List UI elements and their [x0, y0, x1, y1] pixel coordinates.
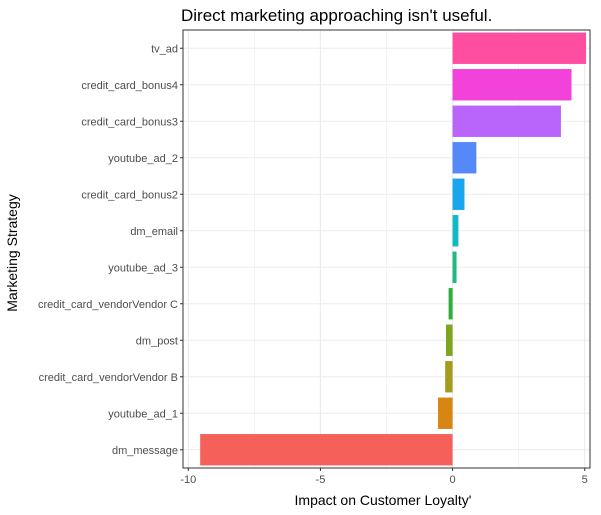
chart-title: Direct marketing approaching isn't usefu… — [181, 6, 492, 25]
bar-youtube-ad-3 — [452, 251, 457, 283]
x-tick-label: 0 — [450, 474, 456, 486]
y-tick-label: credit_card_bonus3 — [81, 116, 178, 128]
bar-tv-ad — [452, 32, 587, 64]
x-tick-label: 5 — [582, 474, 588, 486]
y-tick-label: youtube_ad_3 — [108, 262, 178, 274]
plot-panel: tv_ad credit_card_bonus4 credit_card_bonus… — [38, 29, 591, 486]
bar-dm-email — [452, 215, 459, 247]
x-axis-title: Impact on Customer Loyalty' — [295, 492, 472, 508]
y-axis-title: Marketing Strategy — [4, 194, 20, 312]
panel-border — [182, 29, 591, 469]
y-tick-label: youtube_ad_2 — [108, 153, 178, 165]
y-tick-label: youtube_ad_1 — [108, 408, 178, 420]
y-tick-label: credit_card_bonus4 — [81, 80, 178, 92]
y-tick-label: credit_card_vendorVendor C — [38, 299, 178, 311]
bar-youtube-ad-1 — [438, 397, 453, 429]
x-tick-label: -5 — [316, 474, 326, 486]
y-tick-label: dm_email — [130, 226, 178, 238]
y-tick-label: dm_post — [136, 335, 178, 347]
y-tick-label: credit_card_vendorVendor B — [39, 372, 178, 384]
x-tick-label: -10 — [180, 474, 196, 486]
bar-credit-card-bonus2 — [452, 178, 465, 210]
y-tick-label: dm_message — [112, 445, 178, 457]
bar-youtube-ad-2 — [452, 142, 477, 174]
y-tick-label: credit_card_bonus2 — [81, 189, 178, 201]
bar-dm-message — [200, 434, 453, 466]
bar-credit-card-vendorvendor-c — [448, 288, 453, 320]
y-tick-label: tv_ad — [151, 43, 178, 55]
bar-credit-card-bonus3 — [452, 105, 561, 137]
bar-credit-card-vendorvendor-b — [445, 361, 453, 393]
bar-dm-post — [445, 324, 453, 356]
bar-credit-card-bonus4 — [452, 69, 572, 101]
